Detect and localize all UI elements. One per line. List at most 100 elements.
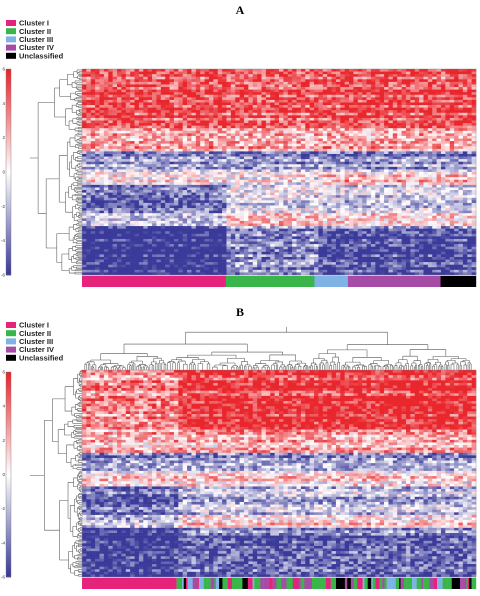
- heatmap-cell: [471, 125, 477, 129]
- dendrogram-branch: [77, 152, 80, 155]
- heatmap-cell: [86, 107, 92, 111]
- heatmap-cell: [173, 97, 179, 101]
- heatmap-cell: [182, 166, 188, 170]
- heatmap-cell: [432, 182, 437, 186]
- heatmap-cell: [467, 174, 472, 178]
- heatmap-cell: [283, 107, 289, 111]
- heatmap-cell: [388, 125, 394, 129]
- heatmap-cell: [366, 148, 372, 152]
- heatmap-cell: [178, 169, 183, 173]
- heatmap-cell: [95, 128, 100, 132]
- heatmap-cell: [99, 105, 105, 108]
- heatmap-cell: [169, 138, 175, 142]
- heatmap-cell: [235, 166, 240, 170]
- dendrogram-branch: [69, 237, 74, 243]
- heatmap-cell: [414, 89, 420, 93]
- heatmap-cell: [90, 74, 96, 78]
- heatmap-cell: [270, 182, 275, 186]
- heatmap-cell: [265, 115, 271, 119]
- heatmap-cell: [331, 87, 337, 90]
- heatmap-cell: [454, 143, 459, 147]
- heatmap-cell: [195, 164, 201, 168]
- heatmap-cell: [230, 184, 236, 188]
- heatmap-cell: [397, 161, 402, 165]
- heatmap-cell: [423, 187, 429, 191]
- heatmap-cell: [130, 169, 135, 173]
- heatmap-cell: [440, 159, 446, 163]
- heatmap-cell: [130, 195, 135, 199]
- heatmap-cell: [257, 164, 262, 168]
- heatmap-cell: [257, 187, 262, 191]
- heatmap-cell: [143, 125, 148, 129]
- heatmap-cell: [305, 128, 310, 132]
- legend-swatch: [6, 52, 16, 59]
- heatmap-cell: [427, 187, 433, 191]
- heatmap-cell: [445, 164, 451, 168]
- heatmap-cell: [143, 177, 148, 181]
- heatmap-cell: [191, 133, 197, 137]
- heatmap-cell: [419, 146, 424, 150]
- heatmap-cell: [331, 153, 337, 157]
- heatmap-cell: [462, 130, 468, 134]
- heatmap-cell: [121, 161, 127, 165]
- heatmap-cell: [331, 197, 337, 201]
- heatmap-cell: [200, 195, 205, 199]
- heatmap-cell: [134, 151, 140, 155]
- heatmap-cell: [200, 174, 205, 178]
- heatmap-cell: [379, 169, 385, 173]
- heatmap-cell: [292, 156, 297, 160]
- heatmap-cell: [353, 153, 359, 157]
- heatmap-cell: [419, 187, 424, 191]
- heatmap-cell: [160, 69, 166, 72]
- heatmap-cell: [305, 92, 310, 96]
- heatmap-cell: [165, 71, 170, 75]
- heatmap-cell: [112, 187, 118, 191]
- heatmap-cell: [217, 87, 223, 90]
- heatmap-cell: [195, 138, 201, 142]
- heatmap-cell: [322, 138, 328, 142]
- heatmap-cell: [292, 120, 297, 124]
- heatmap-cell: [462, 182, 468, 186]
- heatmap-cell: [121, 143, 127, 147]
- heatmap-cell: [243, 74, 249, 78]
- heatmap-cell: [270, 87, 275, 90]
- heatmap-cell: [427, 184, 433, 188]
- heatmap-cell: [419, 190, 424, 193]
- heatmap-cell: [182, 200, 188, 204]
- heatmap-cell: [204, 123, 210, 126]
- heatmap-cell: [467, 125, 472, 129]
- heatmap-cell: [462, 197, 468, 201]
- heatmap-cell: [125, 148, 131, 152]
- heatmap-cell: [165, 81, 170, 85]
- heatmap-cell: [279, 99, 284, 103]
- heatmap-cell: [143, 69, 148, 72]
- heatmap-cell: [230, 69, 236, 72]
- heatmap-cell: [165, 182, 170, 186]
- heatmap-cell: [138, 115, 144, 119]
- heatmap-cell: [248, 102, 254, 106]
- heatmap-cell: [296, 74, 302, 78]
- heatmap-cell: [200, 120, 205, 124]
- heatmap-cell: [309, 195, 315, 199]
- heatmap-cell: [95, 164, 100, 168]
- heatmap-cell: [125, 151, 131, 155]
- heatmap-cell: [292, 161, 297, 165]
- dendrogram-branch: [73, 75, 78, 79]
- heatmap-cell: [427, 195, 433, 199]
- heatmap-cell: [226, 130, 232, 134]
- heatmap-cell: [130, 102, 135, 106]
- heatmap-cell: [349, 190, 354, 193]
- heatmap-cell: [117, 125, 122, 129]
- heatmap-cell: [191, 143, 197, 147]
- heatmap-cell: [300, 169, 306, 173]
- heatmap-cell: [353, 141, 359, 144]
- heatmap-cell: [305, 110, 310, 114]
- heatmap-cell: [309, 141, 315, 144]
- heatmap-cell: [112, 74, 118, 78]
- heatmap-cell: [248, 148, 254, 152]
- heatmap-cell: [427, 120, 433, 124]
- heatmap-cell: [379, 182, 385, 186]
- heatmap-cell: [279, 138, 284, 142]
- heatmap-cell: [217, 123, 223, 126]
- heatmap-cell: [130, 177, 135, 181]
